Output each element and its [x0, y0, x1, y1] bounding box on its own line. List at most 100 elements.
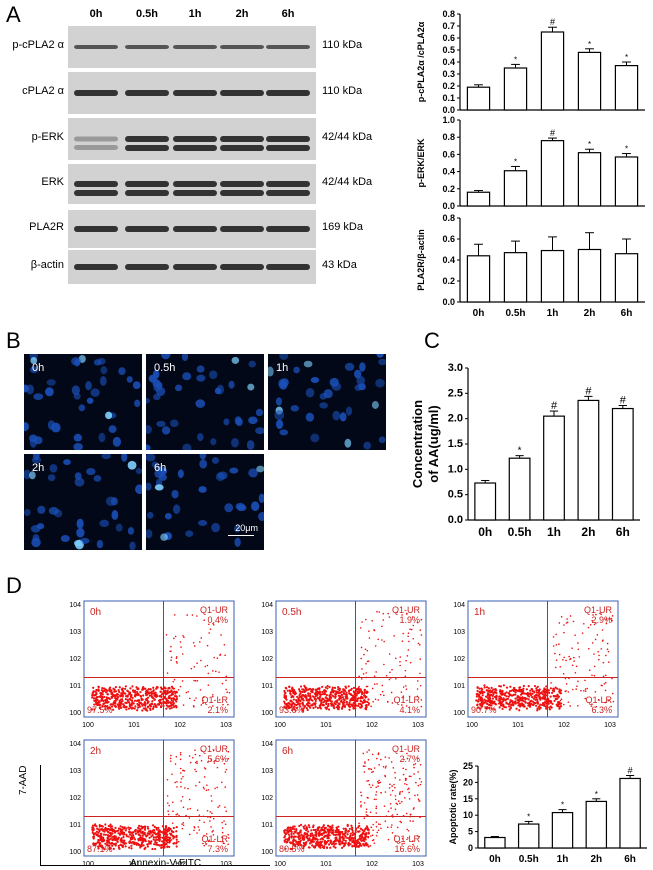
- flow-event: [509, 685, 512, 688]
- flow-event: [364, 704, 367, 707]
- cell-nucleus: [108, 425, 117, 434]
- flow-event: [200, 759, 203, 762]
- cell-nucleus: [182, 443, 192, 450]
- flow-event: [217, 806, 219, 808]
- flow-event: [153, 825, 156, 828]
- cell-nucleus: [229, 467, 239, 474]
- flow-y-tick: 103: [261, 629, 273, 636]
- flow-event: [319, 841, 322, 844]
- flow-event: [211, 812, 213, 815]
- flow-event: [298, 696, 301, 699]
- flow-event: [391, 814, 394, 816]
- fluorescence-image: 2h: [24, 454, 142, 550]
- flow-event: [514, 697, 517, 700]
- flow-event: [535, 704, 538, 707]
- flow-event: [335, 701, 339, 704]
- significance-mark: *: [514, 55, 517, 64]
- flow-event: [376, 683, 378, 685]
- flow-event: [552, 636, 555, 638]
- flow-event: [512, 704, 515, 707]
- flow-event: [362, 765, 365, 767]
- flow-event: [519, 693, 523, 696]
- flow-event: [532, 697, 535, 700]
- cell-nucleus: [101, 454, 111, 460]
- flow-event: [339, 831, 342, 834]
- flow-event: [224, 806, 226, 808]
- cell-nucleus: [182, 372, 192, 381]
- flow-event: [607, 661, 610, 663]
- flow-event: [611, 615, 614, 617]
- flow-event: [375, 786, 378, 788]
- flow-event: [368, 630, 370, 632]
- flow-event: [388, 653, 391, 655]
- flow-event: [339, 696, 342, 700]
- y-tick-label: 2.5: [448, 387, 463, 399]
- flow-event: [294, 831, 297, 834]
- flow-event: [318, 834, 321, 837]
- flow-event: [399, 802, 401, 805]
- flow-event: [124, 705, 128, 708]
- flow-event: [377, 752, 380, 754]
- flow-event: [363, 840, 366, 843]
- cell-nucleus: [98, 432, 106, 443]
- flow-event: [363, 844, 366, 847]
- flow-event: [563, 703, 565, 706]
- flow-event: [393, 635, 395, 637]
- blot-timepoint: 6h: [281, 8, 295, 20]
- flow-event: [545, 705, 548, 708]
- cell-nucleus: [115, 523, 123, 532]
- flow-event: [478, 693, 481, 696]
- flow-event: [404, 782, 406, 785]
- flow-event: [318, 687, 321, 690]
- flow-event: [168, 837, 171, 840]
- flow-x-tick: 102: [558, 722, 570, 729]
- flow-event: [340, 846, 344, 849]
- cell-nucleus: [354, 384, 362, 391]
- flow-event: [164, 826, 167, 829]
- flow-event: [399, 779, 401, 781]
- flow-event: [501, 689, 504, 693]
- flow-event: [327, 708, 331, 711]
- flow-event: [413, 766, 415, 769]
- flow-event: [390, 826, 393, 828]
- bar: [503, 252, 528, 303]
- flow-event: [214, 787, 216, 790]
- flow-event: [485, 699, 488, 702]
- flow-event: [347, 685, 350, 688]
- flow-event: [348, 703, 351, 706]
- flow-event: [192, 704, 195, 707]
- bar: [577, 152, 602, 207]
- cell-nucleus: [146, 444, 151, 450]
- cell-nucleus: [171, 489, 179, 499]
- flow-event: [222, 842, 225, 845]
- flow-event: [92, 690, 96, 693]
- flow-event: [326, 835, 330, 838]
- flow-event: [596, 634, 599, 636]
- flow-event: [305, 826, 308, 829]
- flow-event: [316, 838, 319, 841]
- flow-event: [212, 694, 214, 696]
- flow-event: [185, 814, 187, 817]
- flow-event: [284, 686, 287, 689]
- blot-band: [266, 226, 310, 232]
- flow-event: [545, 685, 548, 688]
- flow-y-tick: 102: [69, 656, 81, 663]
- flow-event: [602, 675, 605, 678]
- flow-event: [303, 827, 306, 830]
- flow-event: [181, 827, 184, 830]
- flow-event: [283, 702, 287, 705]
- flow-event: [192, 756, 194, 759]
- flow-event: [316, 690, 320, 693]
- flow-event: [165, 692, 168, 695]
- flow-event: [558, 701, 561, 704]
- cell-nucleus: [121, 454, 128, 462]
- flow-event: [329, 691, 332, 694]
- y-tick-label: 0: [468, 843, 473, 853]
- flow-event: [418, 777, 421, 780]
- flow-event: [160, 830, 163, 834]
- flow-event: [359, 827, 362, 830]
- flow-event: [163, 837, 167, 840]
- fluorescence-image: 1h: [268, 354, 386, 450]
- flow-event: [335, 692, 338, 695]
- flow-event: [475, 695, 478, 698]
